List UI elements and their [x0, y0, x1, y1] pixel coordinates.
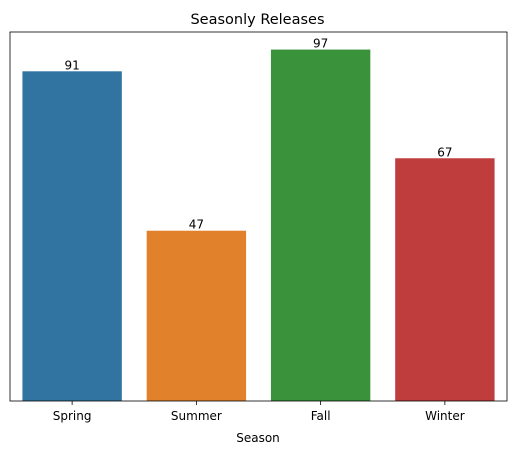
data-label-summer: 47: [189, 218, 204, 232]
bar-spring: [22, 71, 122, 402]
data-labels-layer: 91 47 97 67: [64, 37, 452, 232]
x-tick-label-fall: Fall: [311, 409, 331, 423]
x-tick-label-winter: Winter: [425, 409, 465, 423]
plot-frame: [9, 31, 508, 402]
bar-winter: [395, 158, 495, 401]
data-label-fall: 97: [313, 37, 328, 51]
x-axis-ticks: Spring Summer Fall Winter: [53, 401, 465, 423]
bar-fall: [270, 49, 371, 401]
bar-summer: [146, 230, 247, 401]
x-tick-label-summer: Summer: [171, 409, 222, 423]
bars-layer: [22, 49, 495, 402]
data-label-winter: 67: [437, 145, 452, 159]
data-label-spring: 91: [64, 58, 79, 72]
chart-title: Seasonly Releases: [190, 12, 324, 28]
x-tick-label-spring: Spring: [53, 409, 92, 423]
x-axis-label: Season: [236, 431, 280, 445]
